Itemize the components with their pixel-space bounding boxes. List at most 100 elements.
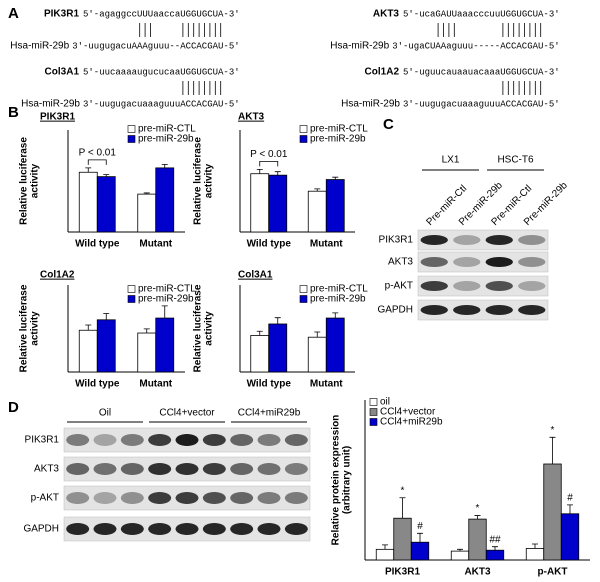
blot-row-label: AKT3 [388,257,413,268]
blot-band [420,257,448,267]
blot-band [202,434,226,446]
blot-band [93,434,117,446]
error-bar [274,171,281,176]
blot-band [420,235,448,245]
panel-label: B [8,104,19,121]
x-tick-label: PIK3R1 [385,567,420,578]
blot-band [148,434,172,446]
y-axis-label: activity [30,163,41,198]
bar [543,463,562,561]
x-tick-label: Mutant [139,239,172,250]
error-bar [532,543,538,549]
blot-row-label: PIK3R1 [379,235,414,246]
mirna-name: Hsa-miR-29b [10,41,69,52]
blot-band [518,305,546,315]
y-axis-label: Relative luciferase [193,137,204,225]
mirna-sequence: 3'-uugugacuAAAguuu--ACCACGAU-5' [72,41,239,51]
blot-band [284,492,308,504]
error-bar [457,548,463,552]
blot-band [120,492,144,504]
error-bar [161,163,168,168]
blot-strip [417,299,549,321]
blot-band [93,523,117,535]
bar [468,518,487,561]
target-sequence: 5'-uguucauaauacaaaUGGUGCUA-3' [403,67,560,77]
blot-band [518,257,546,267]
chart-title: Col1A2 [40,270,75,281]
error-bar [85,167,92,173]
chart-title: PIK3R1 [40,112,75,123]
gene-name: Col1A2 [365,67,400,78]
blot-band [175,492,199,504]
y-axis-label: Relative luciferase [193,284,204,372]
error-bar [256,330,263,336]
blot-band [175,434,199,446]
legend-label: pre-miR-29b [310,294,366,305]
blot-band [420,305,448,315]
error-bar [256,168,263,174]
bar [307,190,327,233]
error-bar [143,192,150,195]
bar [268,174,288,233]
blot-band [120,434,144,446]
error-bar [314,188,321,192]
bar [307,336,327,373]
y-axis-label: (arbitrary unit) [342,446,353,514]
legend-label: pre-miR-29b [310,134,366,145]
annotation: P < 0.01 [250,149,288,160]
legend-swatch [299,285,308,293]
bar [268,323,288,373]
bar [96,319,116,373]
y-axis-label: Relative protein expression [331,415,342,546]
bar [96,176,116,233]
y-axis-label: activity [204,311,215,346]
legend-label: CCl4+vector [380,407,436,418]
bar [525,548,545,561]
annotation: P < 0.01 [79,148,117,159]
panel-label: C [383,116,394,133]
x-tick-label: Wild type [75,379,120,390]
blot-band [66,492,90,504]
y-axis-label: activity [30,311,41,346]
group-label: Oil [99,408,111,419]
legend-swatch [299,295,308,303]
blot-band [485,281,513,291]
mirna-name: Hsa-miR-29b [341,99,400,110]
blot-band [485,305,513,315]
blot-row-label: GAPDH [377,305,413,316]
blot-band [66,463,90,475]
legend-swatch [127,295,136,303]
blot-band [518,281,546,291]
chart-title: AKT3 [238,112,265,123]
legend-label: pre-miR-29b [138,294,194,305]
legend-swatch [369,398,378,406]
blot-band [453,257,481,267]
x-tick-label: Mutant [310,379,343,390]
error-bar [492,546,498,551]
blot-band [230,463,254,475]
blot-band [485,257,513,267]
blot-band [485,235,513,245]
significance-mark: # [417,521,423,532]
mirna-name: Hsa-miR-29b [21,99,80,110]
significance-mark: # [567,493,573,504]
error-bar [417,532,423,543]
blot-band [148,492,172,504]
blot-band [120,463,144,475]
bar [78,329,98,373]
error-bar [567,504,573,514]
blot-row-label: p-AKT [31,493,59,504]
blot-band [66,434,90,446]
x-tick-label: Wild type [247,239,292,250]
blot-band [202,523,226,535]
legend-swatch [127,285,136,293]
blot-band [420,281,448,291]
mirna-sequence: 3'-ugaCUAAaguuu-----ACCACGAU-5' [392,41,559,51]
blot-band [148,523,172,535]
gene-name: PIK3R1 [44,9,79,20]
mirna-sequence: 3'-uugugacuaaaguuuACCACGAU-5' [83,99,240,109]
bar [393,517,412,561]
legend-swatch [299,135,308,143]
blot-strip [417,229,549,251]
bar [450,550,470,561]
